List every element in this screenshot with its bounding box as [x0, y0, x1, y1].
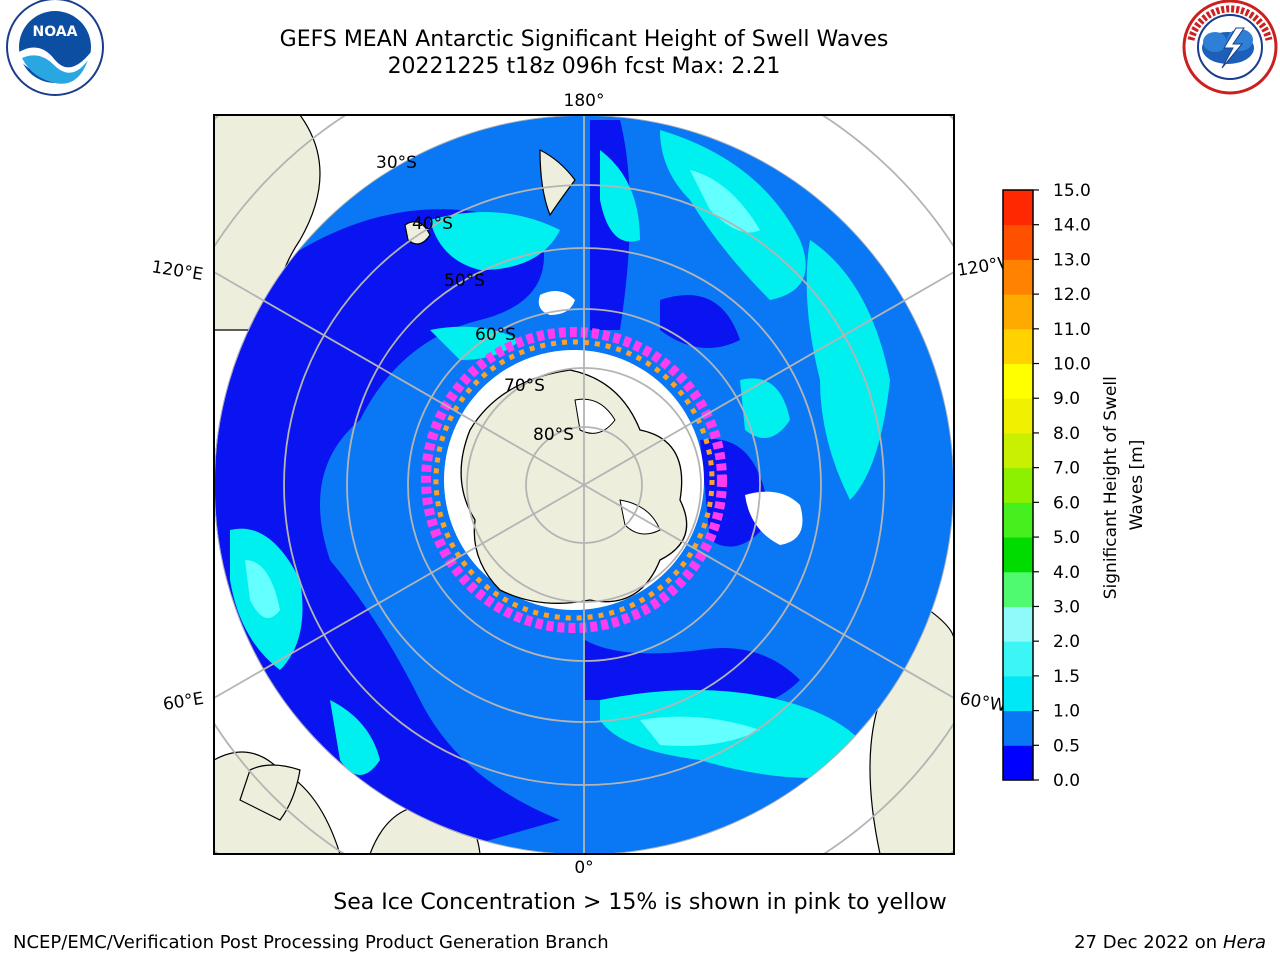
colorbar-bin [1003, 502, 1033, 538]
colorbar-bin [1003, 571, 1033, 607]
colorbar-bin [1003, 745, 1033, 781]
chart-subtitle: 20221225 t18z 096h fcst Max: 2.21 [387, 54, 781, 79]
noaa-logo-icon: NOAA [6, 0, 104, 96]
colorbar-tick-label: 14.0 [1053, 216, 1091, 236]
nws-logo-icon [1182, 0, 1278, 95]
colorbar-tick-label: 12.0 [1053, 285, 1091, 305]
colorbar-bin [1003, 398, 1033, 434]
lon-label-180: 180° [564, 91, 605, 111]
colorbar-bin [1003, 537, 1033, 573]
colorbar-bin [1003, 190, 1033, 226]
chart-title: GEFS MEAN Antarctic Significant Height o… [279, 27, 889, 52]
colorbar-label: Significant Height of Swell Waves [m] [1101, 371, 1147, 600]
footer-date-text: 27 Dec 2022 on [1074, 932, 1218, 953]
colorbar-tick-label: 10.0 [1053, 355, 1091, 375]
colorbar-tick-label: 8.0 [1053, 424, 1080, 444]
map-area [214, 115, 954, 854]
colorbar-tick-label: 2.0 [1053, 632, 1080, 652]
lat-label-60s: 60°S [475, 325, 516, 345]
colorbar-tick-label: 5.0 [1053, 528, 1080, 548]
colorbar-tick-label: 1.0 [1053, 702, 1080, 722]
colorbar-tick-label: 6.0 [1053, 493, 1080, 513]
footer-credit: NCEP/EMC/Verification Post Processing Pr… [13, 932, 609, 953]
lat-label-80s: 80°S [533, 425, 574, 445]
colorbar-tick-label: 0.5 [1053, 736, 1080, 756]
lat-label-30s: 30°S [376, 153, 417, 173]
colorbar-tick-label: 1.5 [1053, 667, 1080, 687]
colorbar-bin [1003, 432, 1033, 469]
lon-label-0: 0° [574, 858, 593, 878]
footer-machine: Hera [1222, 932, 1266, 953]
colorbar-bin [1003, 641, 1033, 677]
colorbar-tick-label: 11.0 [1053, 320, 1091, 340]
map-frame [213, 114, 955, 855]
colorbar-bin [1003, 294, 1033, 330]
lat-label-40s: 40°S [412, 214, 453, 234]
lon-label-60e: 60°E [162, 689, 206, 715]
lat-label-70s: 70°S [504, 376, 545, 396]
footer-date: 27 Dec 2022 on Hera [1074, 932, 1266, 953]
colorbar-tick-label: 15.0 [1053, 181, 1091, 201]
longitude-grid [214, 115, 954, 854]
colorbar-bin [1003, 363, 1033, 399]
colorbar-bin [1003, 328, 1033, 365]
colorbar-bin [1003, 467, 1033, 503]
colorbar-tick-label: 4.0 [1053, 563, 1080, 583]
colorbar-tick-label: 9.0 [1053, 389, 1080, 409]
colorbar-label-line2: Waves [m] [1127, 440, 1147, 531]
colorbar-bin [1003, 259, 1033, 295]
colorbar-tick-label: 13.0 [1053, 250, 1091, 270]
colorbar-bin [1003, 606, 1033, 642]
colorbar-bin [1003, 710, 1033, 746]
colorbar-tick-label: 0.0 [1053, 771, 1080, 791]
colorbar-bin [1003, 224, 1033, 260]
lon-label-60w: 60°W [958, 689, 1008, 716]
colorbar: 0.0 0.5 1.0 1.5 2.0 3.0 4.0 5.0 6.0 7.0 8.0 9.0 10.0… [1002, 181, 1091, 791]
sea-ice-note: Sea Ice Concentration > 15% is shown in … [333, 890, 947, 915]
lat-label-50s: 50°S [444, 271, 485, 291]
colorbar-tick-label: 7.0 [1053, 459, 1080, 479]
lon-label-120e: 120°E [150, 257, 204, 285]
colorbar-tick-label: 3.0 [1053, 597, 1080, 617]
colorbar-bin [1003, 675, 1033, 712]
colorbar-border [1002, 189, 1034, 781]
colorbar-label-line1: Significant Height of Swell [1101, 376, 1121, 599]
noaa-logo-text: NOAA [33, 24, 78, 40]
